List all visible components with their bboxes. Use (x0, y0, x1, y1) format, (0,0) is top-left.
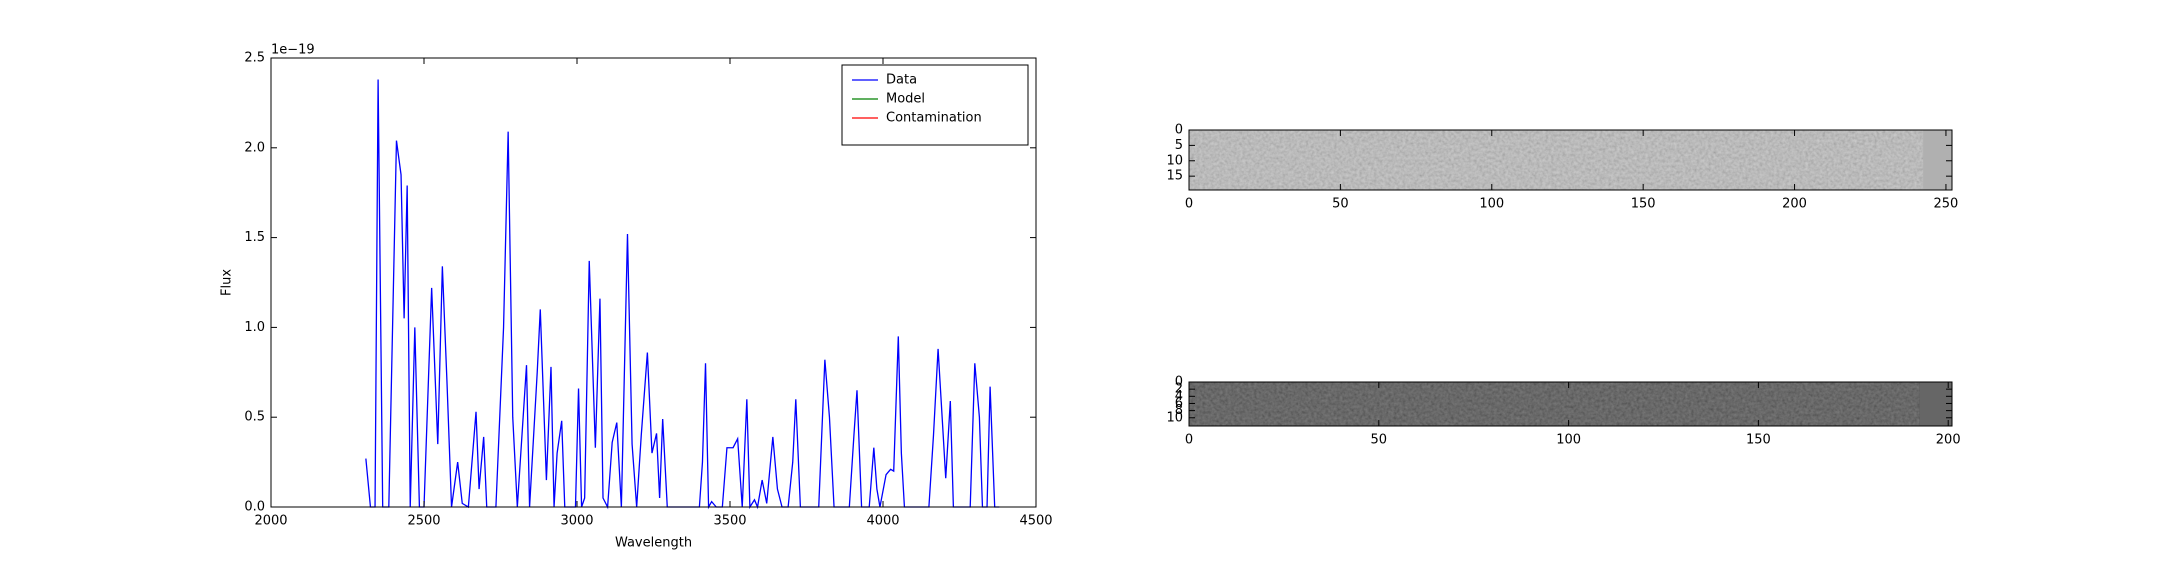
y-tick-label: 0 (1175, 123, 1183, 138)
image-padding (1919, 382, 1952, 426)
y-tick-label: 0.5 (244, 410, 265, 425)
legend-label: Contamination (886, 111, 982, 126)
axes-frame (1188, 381, 1953, 427)
x-tick-label: 250 (1934, 197, 1959, 212)
y-tick-label: 2.0 (244, 140, 265, 155)
x-tick-label: 100 (1479, 197, 1504, 212)
x-tick-label: 50 (1371, 433, 1388, 448)
x-tick-label: 0 (1185, 197, 1193, 212)
y-tick-label: 5 (1175, 138, 1183, 153)
image-texture (1189, 130, 1924, 190)
legend-label: Data (886, 73, 917, 88)
x-tick-label: 200 (1936, 433, 1961, 448)
y-tick-label: 8 (1175, 403, 1183, 418)
legend-box (841, 64, 1029, 146)
offset-label: 1e−19 (271, 43, 315, 58)
x-tick-label: 3000 (560, 514, 593, 529)
x-tick-label: 3500 (713, 514, 746, 529)
x-tick-label: 200 (1782, 197, 1807, 212)
x-tick-label: 4500 (1019, 514, 1052, 529)
data-line (365, 79, 1000, 510)
x-tick-label: 4000 (866, 514, 899, 529)
image-texture (1189, 382, 1920, 426)
axes-frame (1188, 129, 1953, 191)
x-tick-label: 50 (1332, 197, 1349, 212)
y-tick-label: 10 (1166, 153, 1183, 168)
y-tick-label: 2 (1175, 382, 1183, 397)
y-tick-label: 10 (1166, 410, 1183, 425)
y-tick-label: 1.5 (244, 230, 265, 245)
x-tick-label: 0 (1185, 433, 1193, 448)
x-tick-label: 100 (1556, 433, 1581, 448)
y-tick-label: 4 (1175, 389, 1183, 404)
x-axis-label: Wavelength (615, 536, 692, 551)
axes-frame (270, 57, 1037, 508)
x-tick-label: 150 (1746, 433, 1771, 448)
y-tick-label: 0 (1175, 375, 1183, 390)
y-tick-label: 6 (1175, 396, 1183, 411)
image-padding (1923, 130, 1952, 190)
legend-label: Model (886, 92, 925, 107)
y-tick-label: 0.0 (244, 500, 265, 515)
x-tick-label: 2000 (254, 514, 287, 529)
x-tick-label: 150 (1631, 197, 1656, 212)
x-tick-label: 2500 (407, 514, 440, 529)
y-tick-label: 2.5 (244, 51, 265, 66)
y-tick-label: 15 (1166, 169, 1183, 184)
y-tick-label: 1.0 (244, 320, 265, 335)
y-axis-label: Flux (220, 269, 235, 296)
